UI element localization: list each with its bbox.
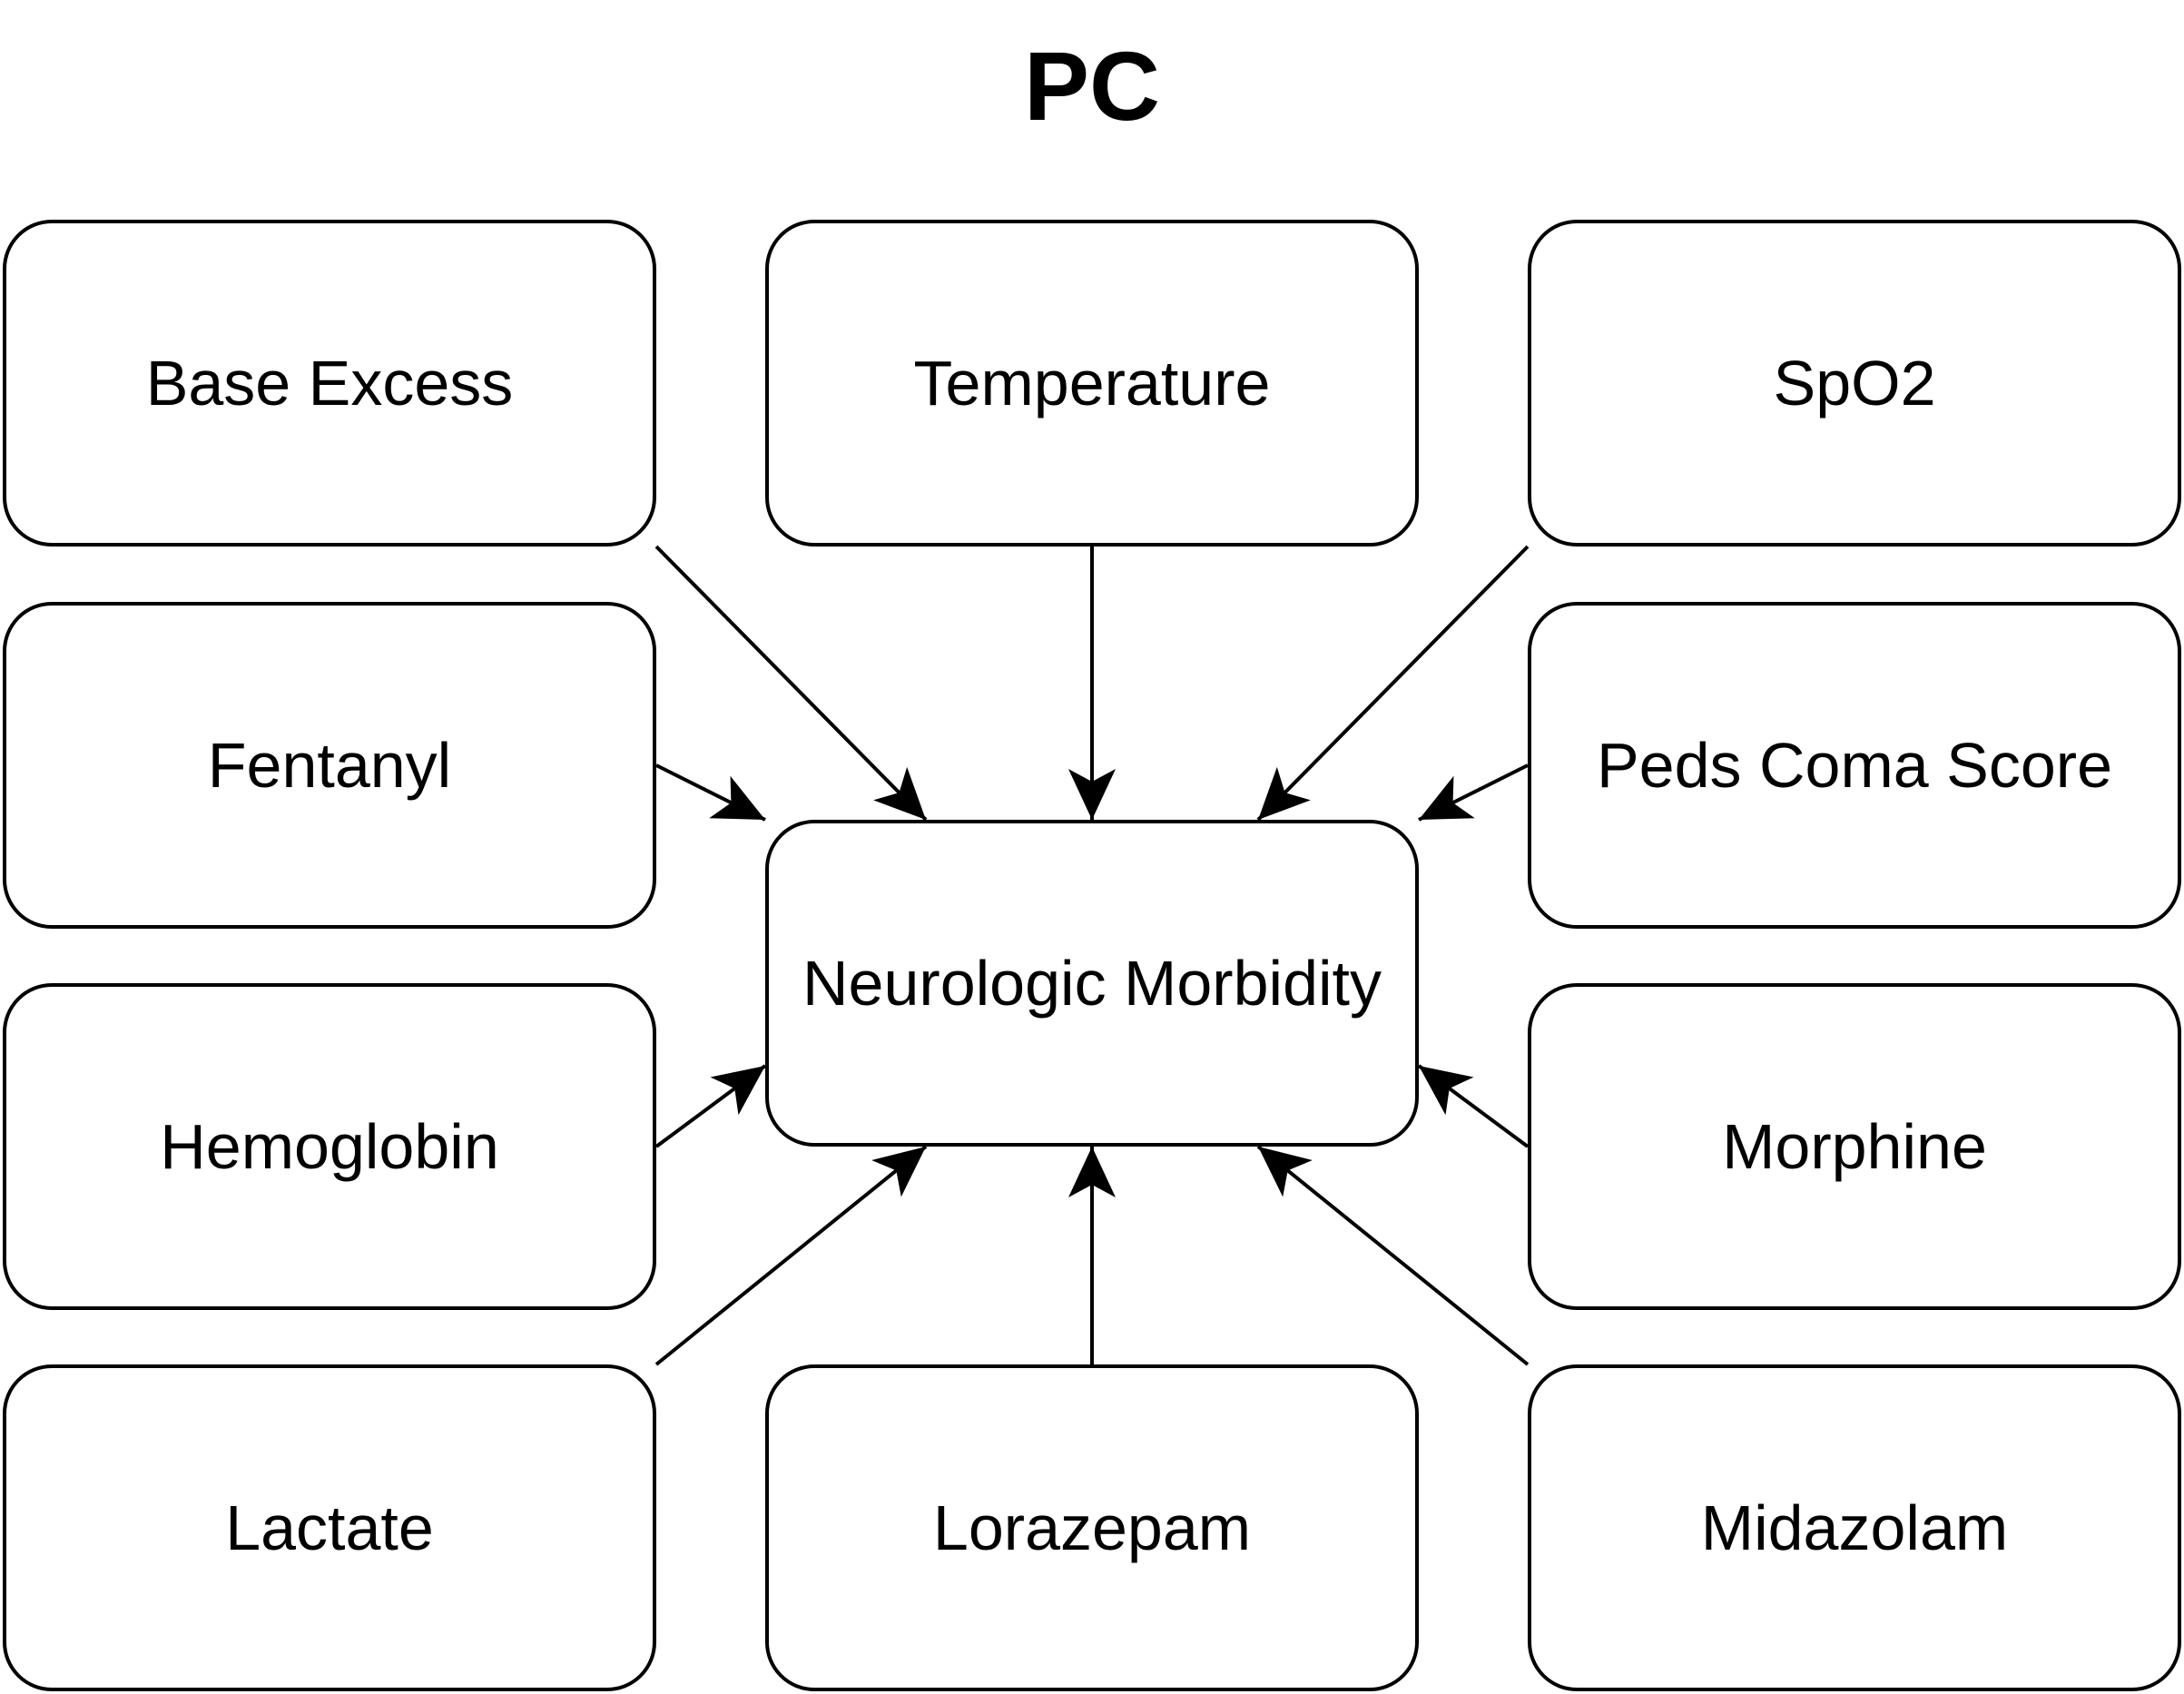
node-lactate: Lactate — [3, 1364, 656, 1691]
node-morphine: Morphine — [1528, 983, 2181, 1310]
edge-morphine — [1417, 1064, 1530, 1148]
edge-base-excess — [654, 545, 928, 822]
node-midazolam: Midazolam — [1528, 1364, 2181, 1691]
edge-peds-coma-score — [1418, 763, 1529, 822]
edge-spo2 — [1256, 545, 1530, 822]
node-hemoglobin: Hemoglobin — [3, 983, 656, 1310]
edge-fentanyl — [655, 763, 766, 822]
node-spo2: SpO2 — [1528, 220, 2181, 547]
node-base-excess: Base Excess — [3, 220, 656, 547]
edge-hemoglobin — [654, 1064, 767, 1148]
node-neurologic-morbidity: Neurologic Morbidity — [765, 820, 1419, 1147]
edge-lactate — [654, 1145, 928, 1366]
diagram-title: PC — [1023, 31, 1161, 141]
node-fentanyl: Fentanyl — [3, 602, 656, 929]
node-peds-coma-score: Peds Coma Score — [1528, 602, 2181, 929]
node-temperature: Temperature — [765, 220, 1419, 547]
node-lorazepam: Lorazepam — [765, 1364, 1419, 1691]
edge-midazolam — [1256, 1145, 1530, 1366]
